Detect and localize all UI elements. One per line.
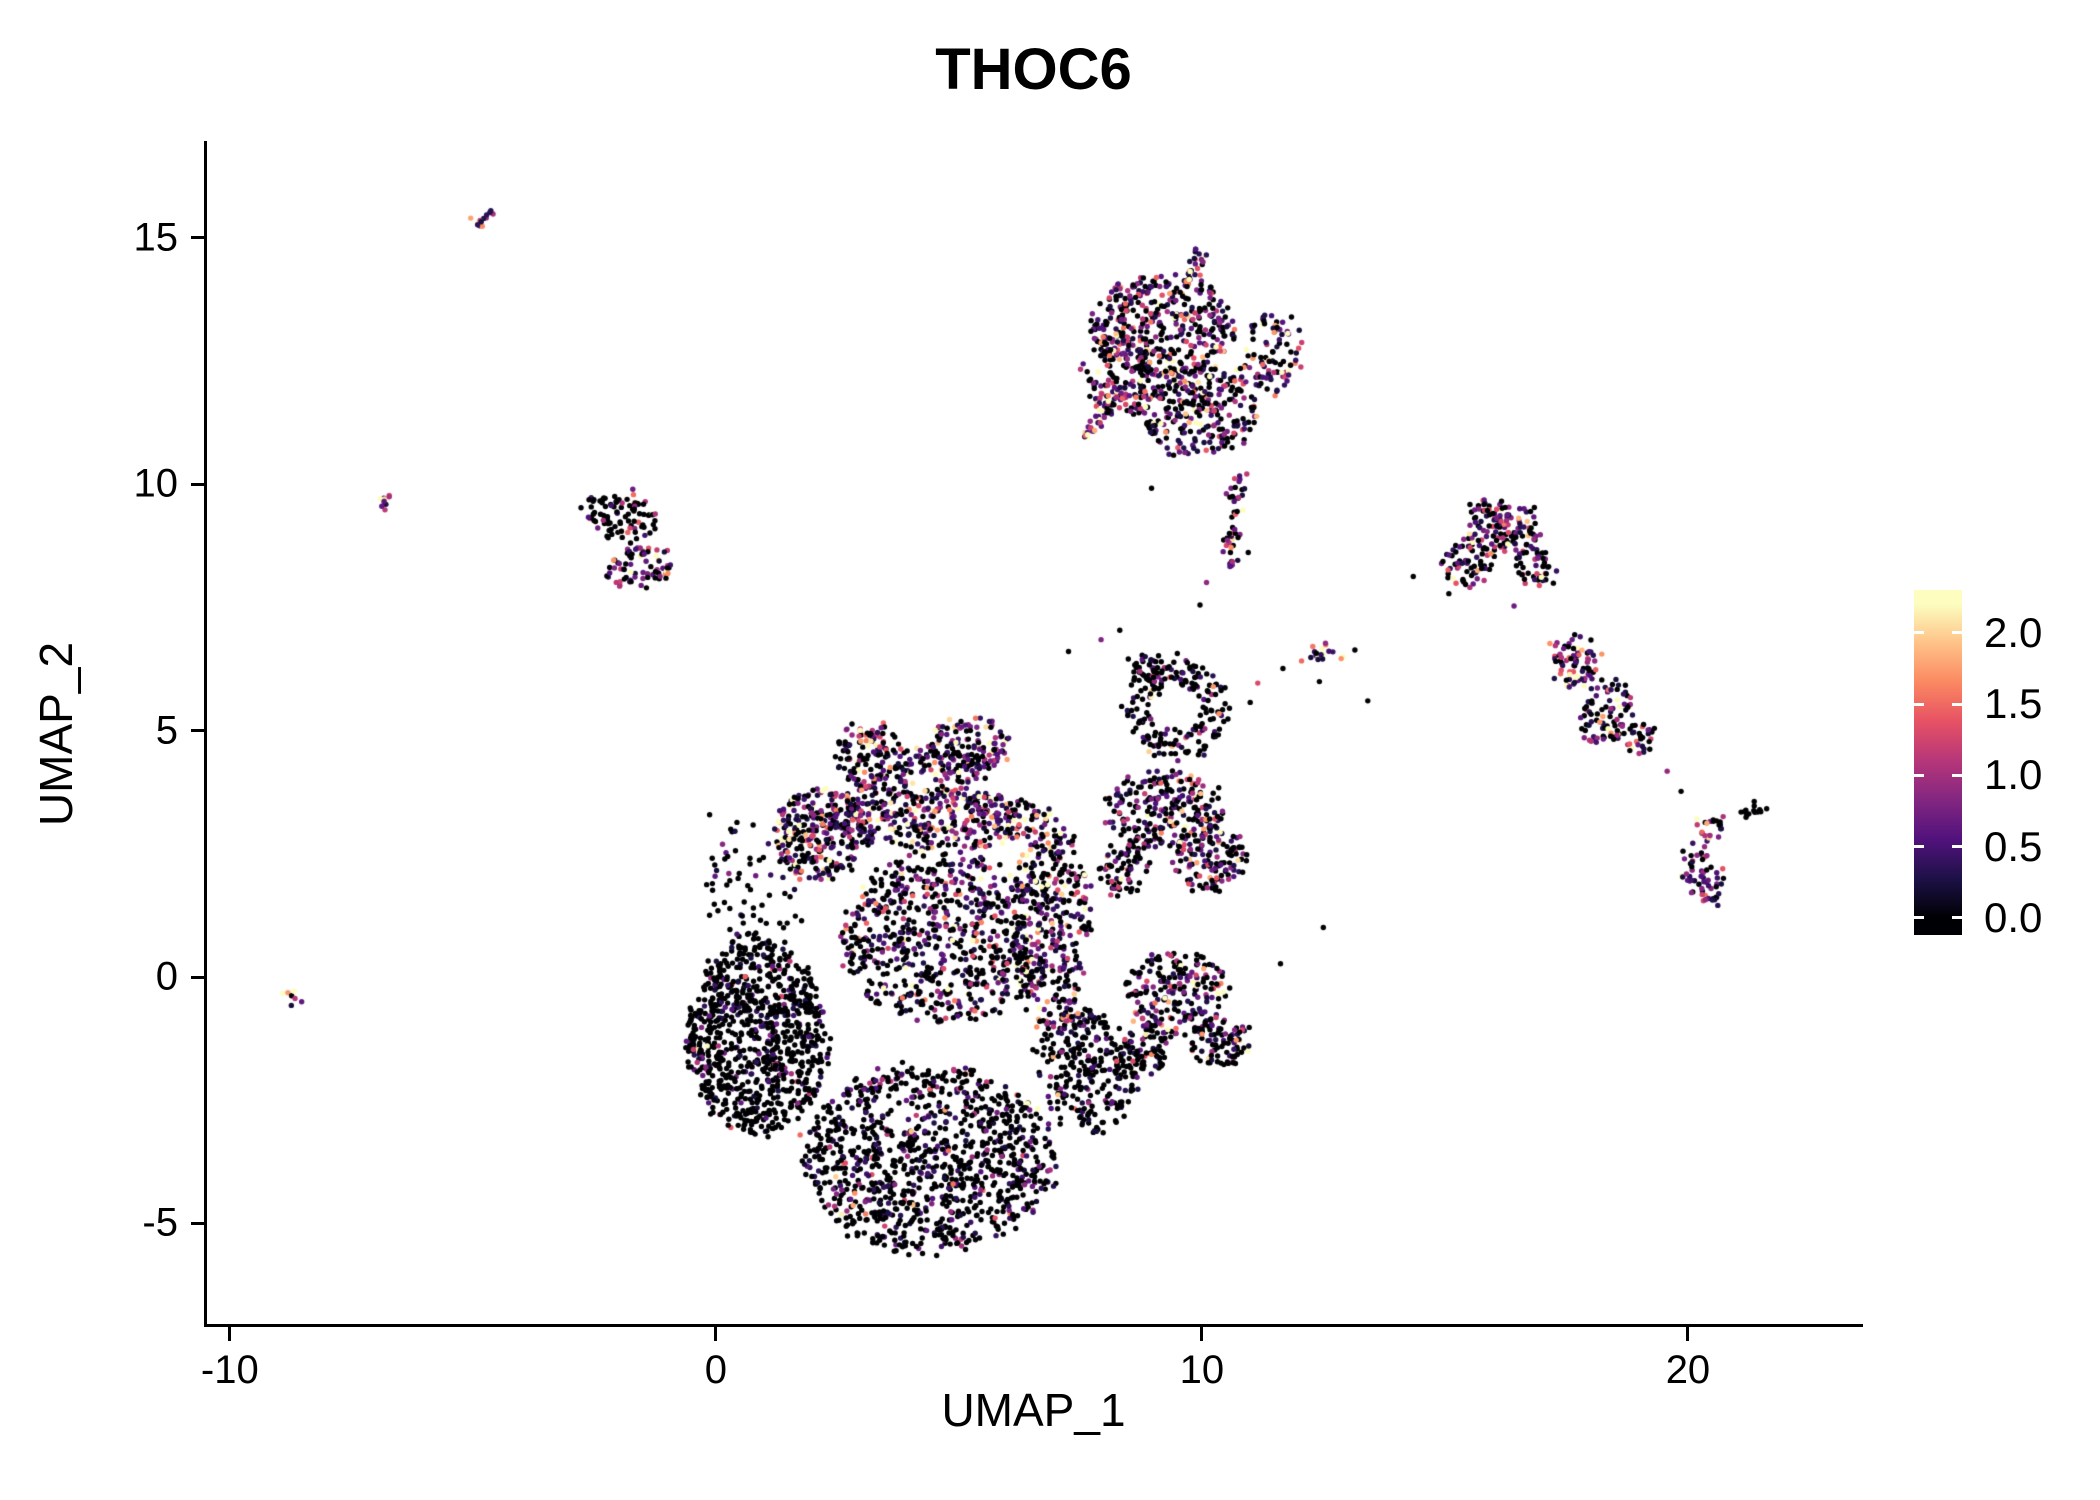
legend-tick-label: 1.5 xyxy=(1984,680,2043,728)
x-tick-label: 20 xyxy=(1665,1348,1711,1392)
legend-tick-mark xyxy=(1914,631,1924,635)
legend-tick-mark xyxy=(1952,916,1962,920)
y-axis-line xyxy=(204,141,207,1327)
chart-title: THOC6 xyxy=(935,37,1132,102)
legend-tick-mark xyxy=(1914,916,1924,920)
y-tick-label: 0 xyxy=(155,954,178,999)
legend-colorbar xyxy=(1914,590,1962,935)
legend-tick-mark xyxy=(1952,773,1962,777)
y-tick-label: -5 xyxy=(142,1200,178,1245)
y-tick-label: 5 xyxy=(155,708,178,753)
legend-tick-mark xyxy=(1952,702,1962,706)
x-axis-line xyxy=(204,1324,1863,1327)
legend-tick-label: 2.0 xyxy=(1984,608,2043,656)
legend-tick-label: 1.0 xyxy=(1984,751,2043,799)
legend-tick-mark xyxy=(1952,631,1962,635)
legend-tick-mark xyxy=(1914,702,1924,706)
x-tick-label: 10 xyxy=(1179,1348,1225,1392)
x-tick-label: -10 xyxy=(200,1348,259,1392)
legend-tick-label: 0.0 xyxy=(1984,893,2043,941)
y-tick-label: 15 xyxy=(133,215,179,260)
legend-tick-label: 0.5 xyxy=(1984,822,2043,870)
legend-tick-mark xyxy=(1952,845,1962,849)
x-axis-title: UMAP_1 xyxy=(941,1384,1126,1436)
y-axis-title: UMAP_2 xyxy=(30,641,82,827)
y-tick-mark xyxy=(191,975,205,979)
x-tick-mark xyxy=(228,1327,232,1341)
legend-tick-mark xyxy=(1914,845,1924,849)
x-tick-label: 0 xyxy=(704,1348,727,1392)
legend-tick-mark xyxy=(1914,773,1924,777)
y-tick-mark xyxy=(191,482,205,486)
y-tick-label: 10 xyxy=(133,461,179,506)
x-tick-mark xyxy=(714,1327,718,1341)
y-tick-mark xyxy=(191,1221,205,1225)
y-tick-mark xyxy=(191,729,205,733)
x-tick-mark xyxy=(1200,1327,1204,1341)
y-tick-mark xyxy=(191,236,205,240)
x-tick-mark xyxy=(1686,1327,1690,1341)
